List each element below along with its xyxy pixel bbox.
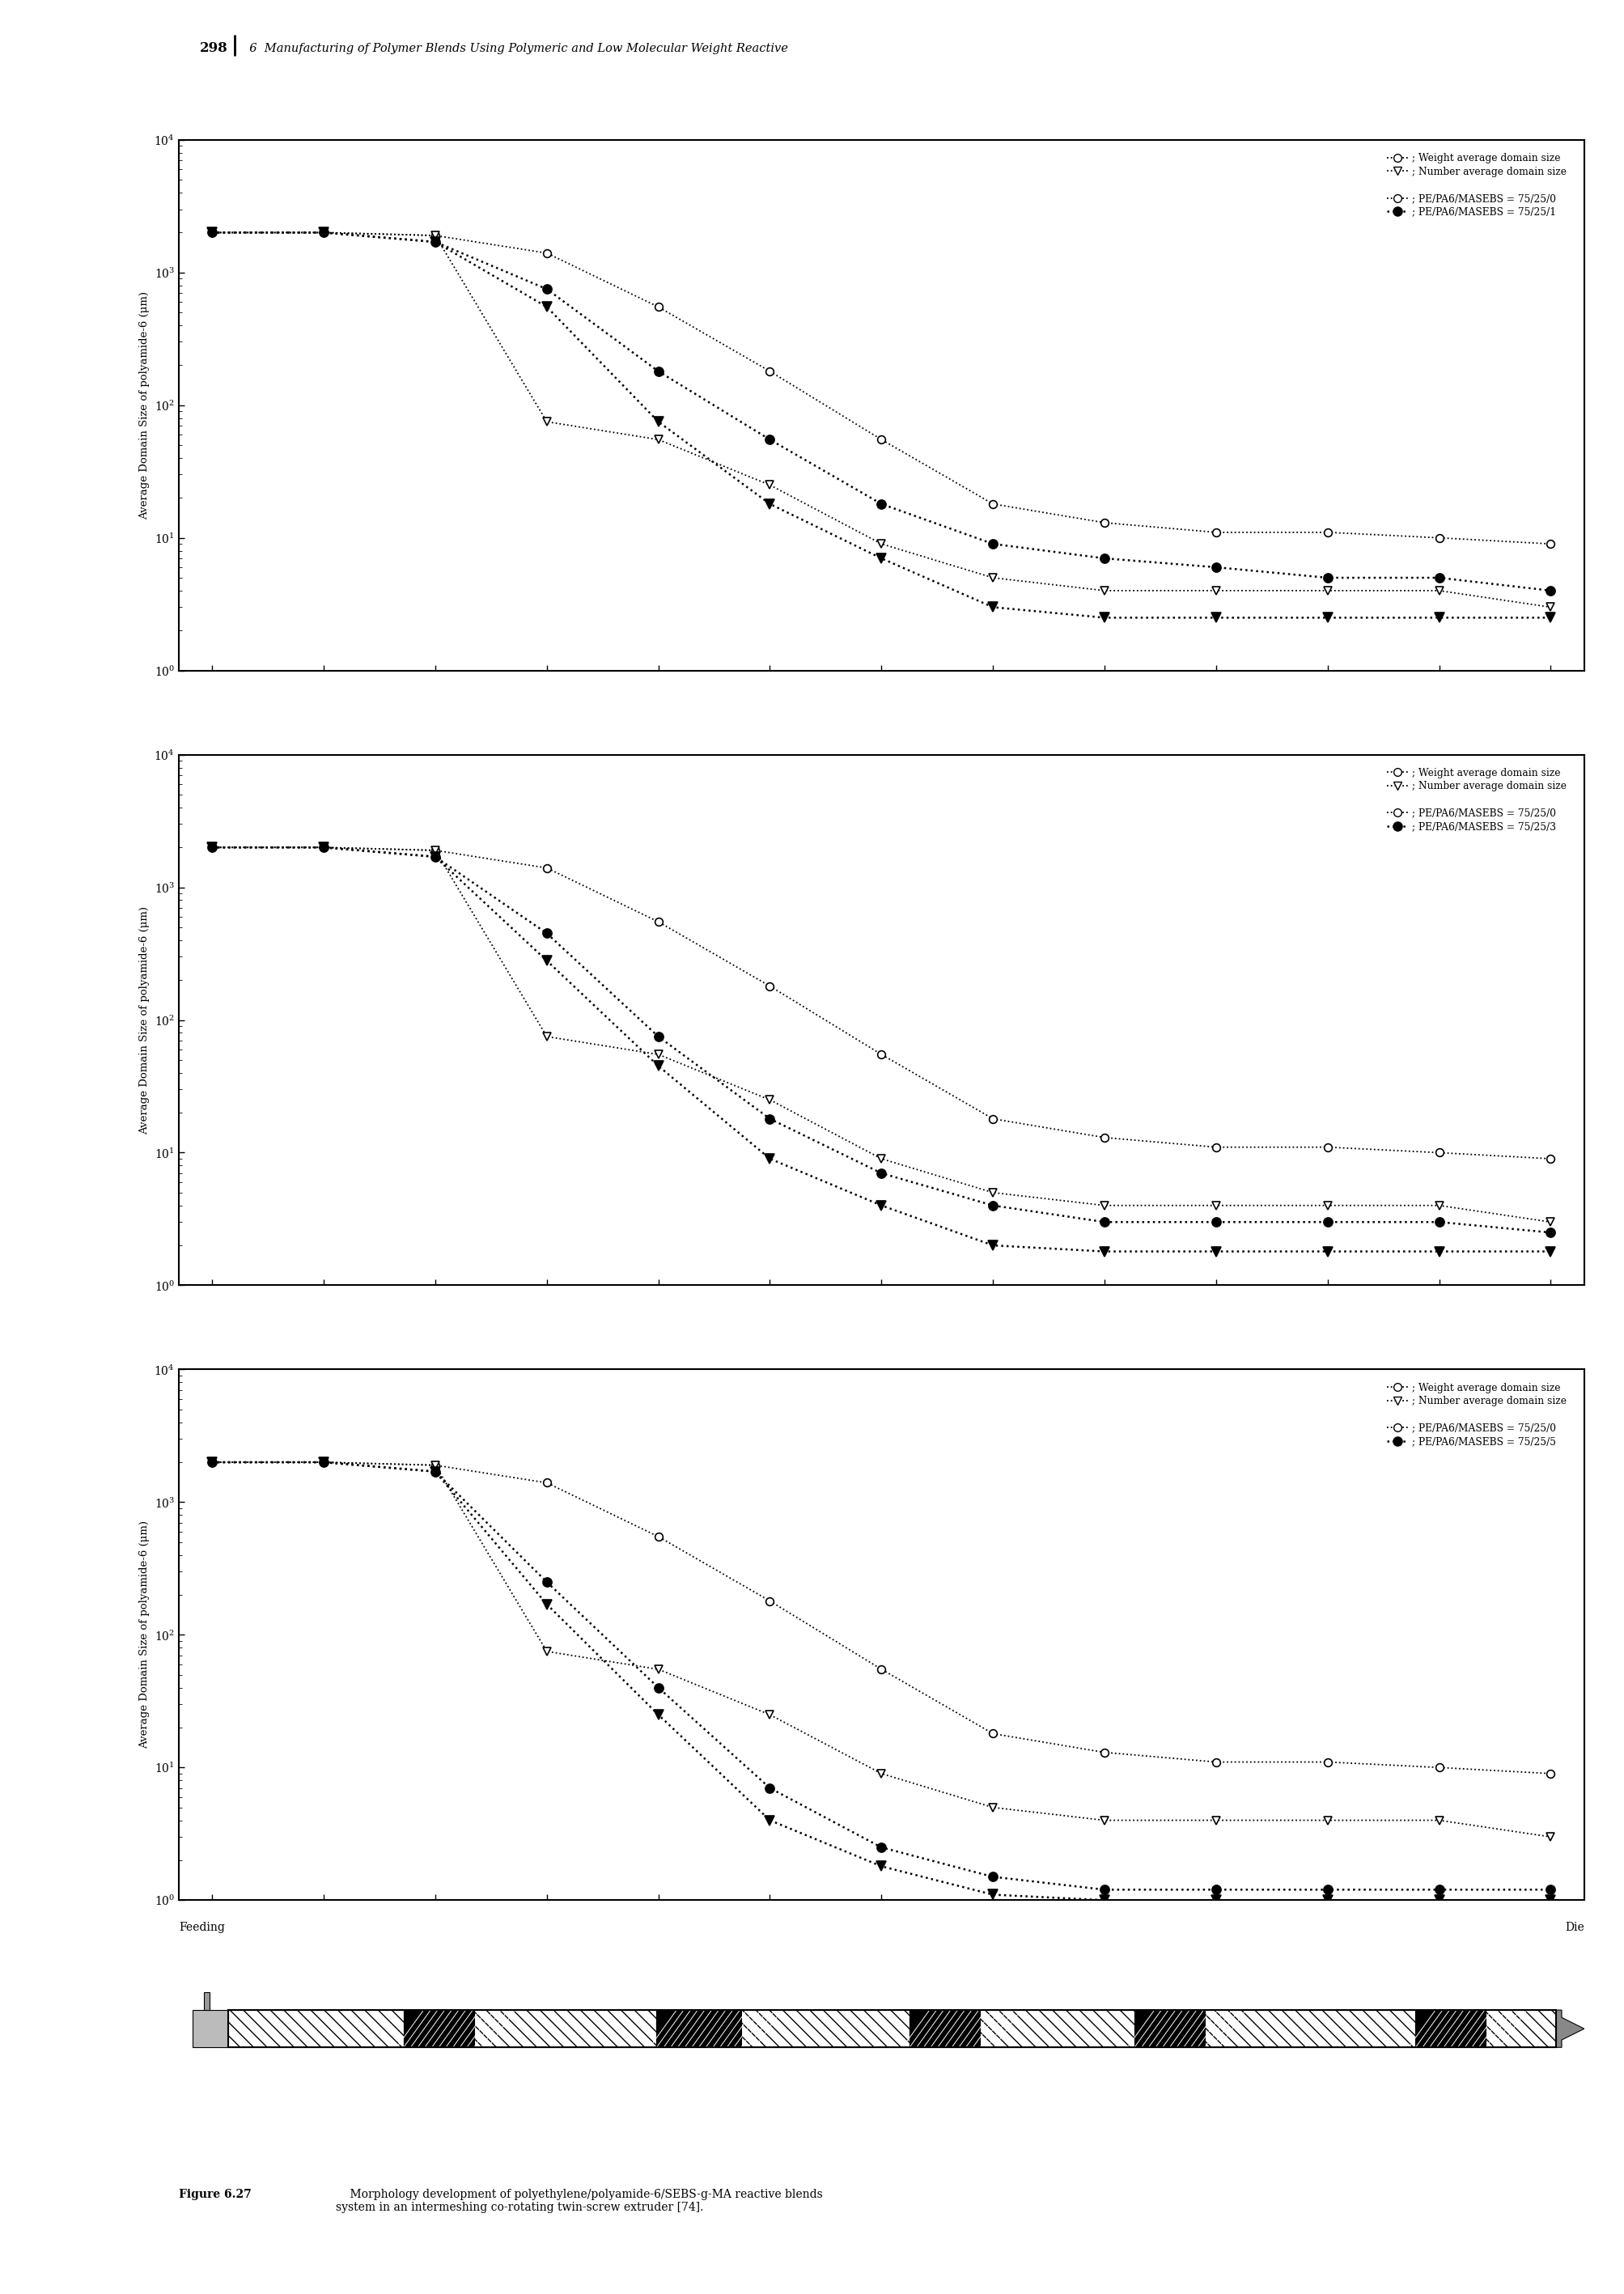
Y-axis label: Average Domain Size of polyamide-6 (μm): Average Domain Size of polyamide-6 (μm) xyxy=(140,291,149,518)
Text: 298: 298 xyxy=(200,41,227,55)
Text: 6  Manufacturing of Polymer Blends Using Polymeric and Low Molecular Weight Reac: 6 Manufacturing of Polymer Blends Using … xyxy=(242,44,788,53)
Legend: ; Weight average domain size, ; Number average domain size, , ; PE/PA6/MASEBS = : ; Weight average domain size, ; Number a… xyxy=(1380,1376,1572,1452)
Bar xyxy=(193,2010,227,2049)
Y-axis label: Average Domain Size of polyamide-6 (μm): Average Domain Size of polyamide-6 (μm) xyxy=(140,1521,149,1748)
Text: Die: Die xyxy=(1564,1922,1583,1934)
Bar xyxy=(909,2010,979,2049)
Bar xyxy=(403,2010,474,2049)
Legend: ; Weight average domain size, ; Number average domain size, , ; PE/PA6/MASEBS = : ; Weight average domain size, ; Number a… xyxy=(1380,147,1572,223)
Y-axis label: Average Domain Size of polyamide-6 (μm): Average Domain Size of polyamide-6 (μm) xyxy=(140,906,149,1133)
Bar xyxy=(1134,2010,1203,2049)
Text: Figure 6.27: Figure 6.27 xyxy=(179,2188,252,2200)
Text: Morphology development of polyethylene/polyamide-6/SEBS-g-MA reactive blends
sys: Morphology development of polyethylene/p… xyxy=(336,2188,823,2214)
Text: Feeding: Feeding xyxy=(179,1922,224,1934)
Legend: ; Weight average domain size, ; Number average domain size, , ; PE/PA6/MASEBS = : ; Weight average domain size, ; Number a… xyxy=(1380,762,1572,837)
Bar xyxy=(1415,2010,1484,2049)
Bar xyxy=(1203,2010,1415,2049)
Bar xyxy=(227,2010,1556,2049)
Bar xyxy=(656,2010,741,2049)
Bar xyxy=(1484,2010,1556,2049)
Bar xyxy=(474,2010,656,2049)
Bar xyxy=(741,2010,909,2049)
Bar xyxy=(227,2010,403,2049)
Bar xyxy=(979,2010,1134,2049)
Polygon shape xyxy=(205,1993,209,2010)
FancyArrow shape xyxy=(1556,2010,1583,2049)
